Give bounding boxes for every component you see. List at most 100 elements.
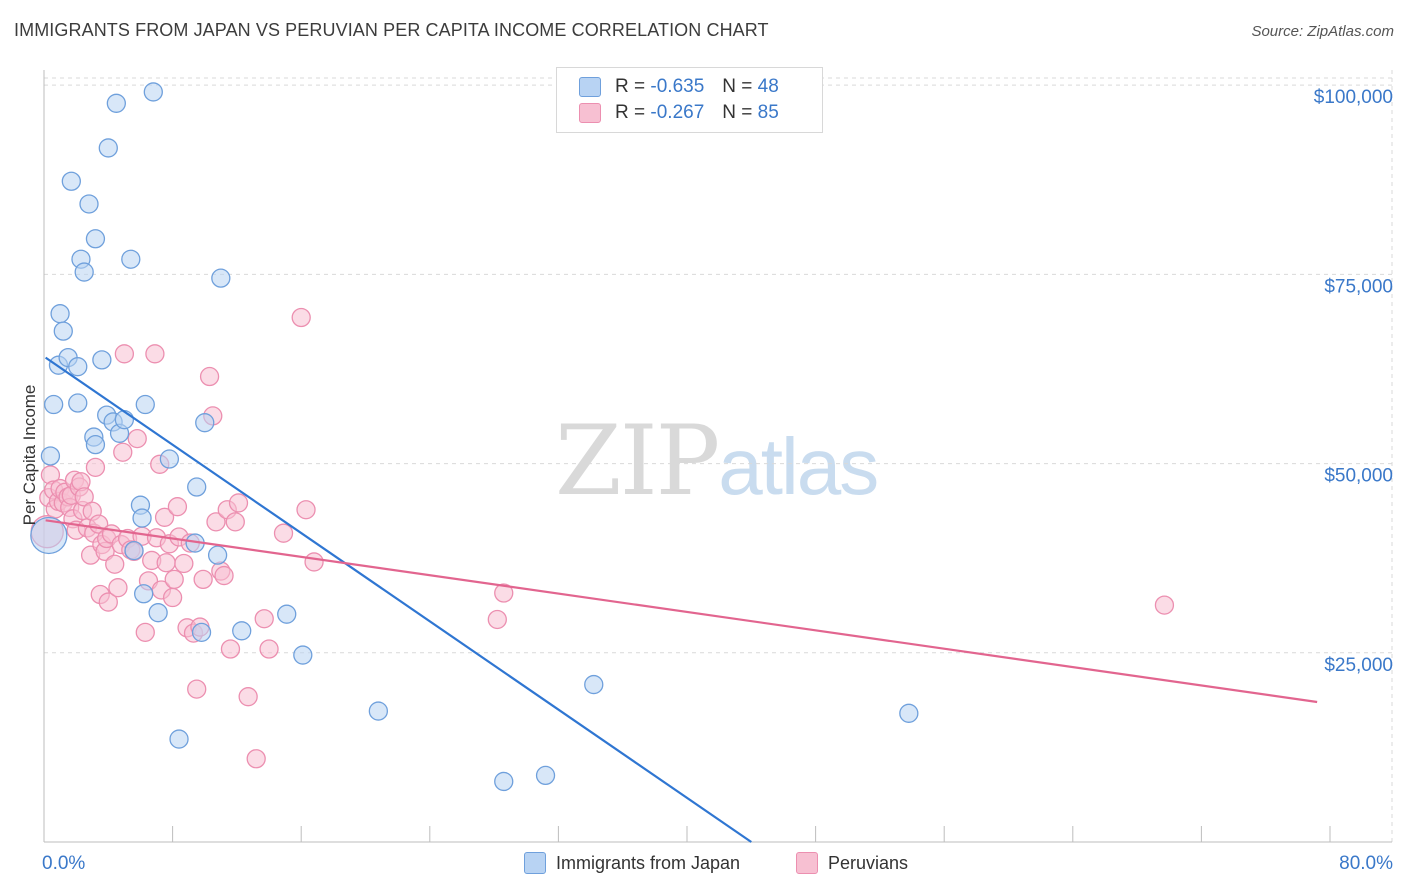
watermark: ZIPatlas [555,405,879,517]
y-tick-label: $25,000 [1324,655,1393,676]
peru-point [228,493,249,513]
series-legend-japan[interactable]: Immigrants from Japan [524,852,740,874]
japan-trend-line [44,356,752,843]
legend-swatch-peru [579,103,601,123]
series-name-peru: Peruvians [828,852,909,873]
japan-point [191,622,212,642]
peru-point [1154,595,1175,615]
legend-swatch-japan [579,77,601,97]
peru-point [98,592,118,612]
legend-japan-r: -0.635 [650,76,705,97]
japan-point [43,394,64,415]
japan-point [899,703,919,723]
legend-peru-r: -0.267 [650,102,705,123]
japan-point [232,621,252,641]
peru-point [167,497,188,517]
japan-point [535,765,556,786]
series-swatch-japan [524,852,546,874]
japan-point [30,516,68,555]
peru-point [494,583,514,603]
japan-point [143,82,163,102]
japan-points [30,82,919,792]
watermark-zip: ZIP [555,405,720,517]
series-swatch-peru [796,852,818,874]
peru-point [259,639,279,659]
peru-point [487,609,507,630]
japan-point [135,394,155,415]
japan-point [85,229,106,249]
japan-point [98,138,118,158]
japan-point [293,645,313,665]
legend-r-label: R = [615,102,646,123]
legend-japan-n: 48 [757,76,779,97]
peru-point [174,553,194,574]
peru-point [85,457,106,478]
peru-point [304,552,324,572]
legend-n-label: N = [722,76,753,97]
japan-point [68,393,88,413]
x-tick-label: 80.0% [1339,853,1393,874]
peru-point [145,344,165,364]
peru-point [164,569,184,590]
peru-point [296,500,316,520]
x-tick-label: 0.0% [42,853,85,874]
japan-point [53,321,73,341]
peru-point [114,344,135,364]
japan-point [169,729,189,749]
japan-point [368,701,389,721]
japan-point [159,449,180,469]
tick-labels: $25,000 $50,000 $75,000 $100,000 0.0% 80.0% [42,87,1393,874]
peru-point [187,679,207,699]
peru-trend-line [45,519,1318,704]
peru-point [225,512,245,532]
peru-point [238,687,258,707]
japan-point [494,771,514,792]
peru-point [156,553,176,573]
peru-point [254,609,274,629]
japan-point [92,350,112,370]
legend-r-label: R = [615,76,646,97]
japan-point [85,434,106,455]
legend-peru-n: 85 [757,102,779,123]
japan-point [68,357,88,377]
grid-lines [44,70,1393,842]
japan-point [148,603,168,623]
peru-point [273,523,294,543]
peru-point [127,428,147,449]
japan-point [584,674,604,695]
peru-point [214,565,234,586]
peru-point [105,554,125,574]
y-tick-label: $50,000 [1324,466,1393,487]
series-name-japan: Immigrants from Japan [556,852,741,873]
series-legend-peru[interactable]: Peruvians [796,852,908,874]
y-tick-label: $100,000 [1314,87,1393,108]
japan-point [132,508,152,528]
peru-point [193,569,213,590]
japan-point [124,540,144,561]
japan-point [40,446,61,466]
japan-point [114,410,135,430]
peru-point [206,512,226,532]
peru-point [246,749,266,769]
peru-point [162,587,183,608]
japan-point [187,477,207,497]
japan-point [50,304,70,324]
peru-point [74,487,94,507]
peru-point [154,507,175,527]
japan-point [134,584,154,604]
japan-point [106,93,126,113]
japan-point [121,249,141,269]
peru-point [291,307,311,328]
japan-point [79,194,99,214]
axes [43,70,1392,843]
watermark-atlas: atlas [718,422,879,511]
legend-row-peru: R = -0.267 N = 85 [579,100,779,126]
japan-point [74,262,94,282]
series-legend: Immigrants from Japan Peruvians [0,852,1406,878]
peru-point [220,639,241,659]
peru-point [135,622,155,642]
trend-lines [44,356,1318,843]
peru-point [108,578,128,598]
legend-n-label: N = [722,102,753,123]
